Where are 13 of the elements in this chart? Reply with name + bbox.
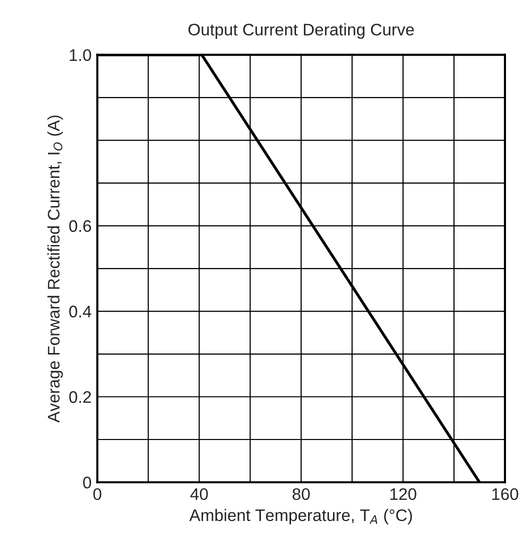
y-axis-title: Average Forward Rectified Current, I$_{O}$ (A) [47, 116, 63, 423]
x-tick-label: 0 [93, 488, 102, 500]
x-tick-label: 160 [492, 488, 518, 500]
chart-title: Output Current Derating Curve [188, 23, 414, 39]
x-tick-label: 80 [292, 488, 310, 500]
y-tick-label: 1.0 [70, 49, 92, 62]
x-tick-label: 120 [390, 488, 416, 500]
x-axis-title: Ambient Temperature, T$_{A}$ (°C) [189, 508, 412, 524]
y-tick-label: 0 [83, 476, 92, 488]
y-tick-label: 0.6 [69, 220, 92, 232]
y-tick-label: 0.2 [69, 391, 91, 403]
x-tick-label: 40 [190, 488, 208, 500]
y-tick-label: 0.4 [69, 306, 92, 318]
